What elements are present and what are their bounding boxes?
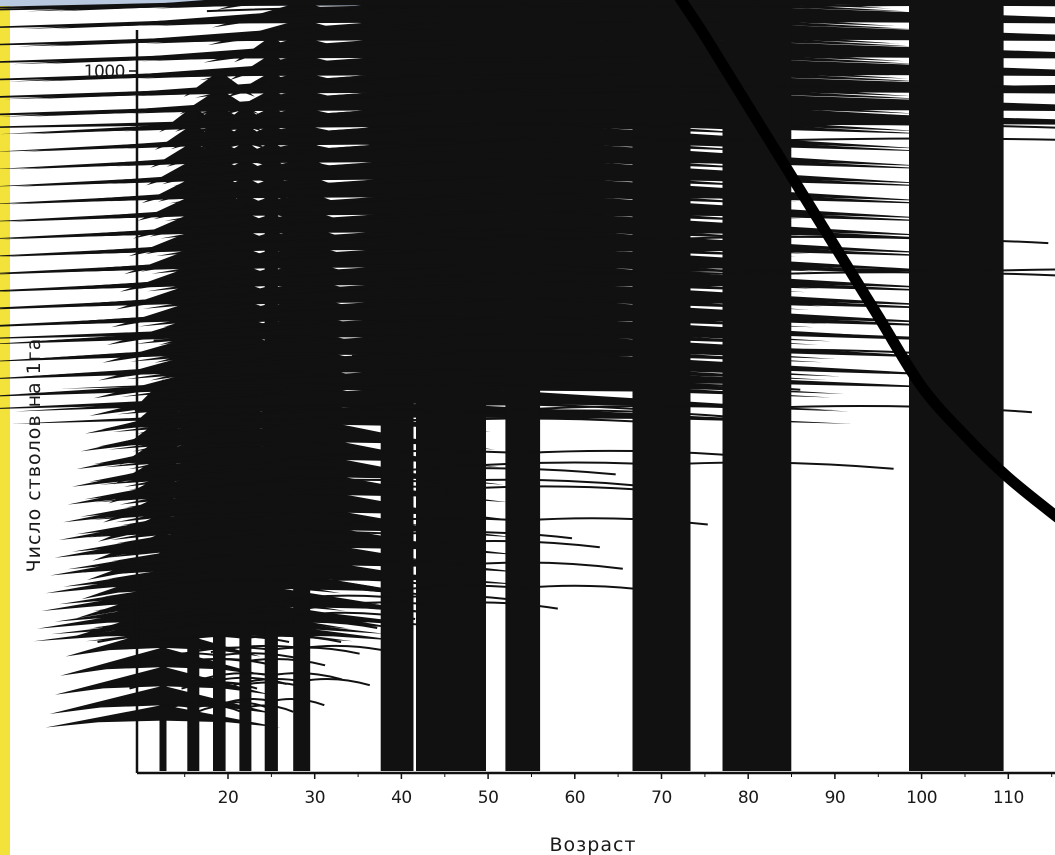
y-axis-title: Число стволов на 1га xyxy=(23,338,45,573)
x-tick-label: 60 xyxy=(564,788,585,808)
y-tick-label: 1000 xyxy=(84,62,125,82)
x-tick-label: 30 xyxy=(304,788,325,808)
x-axis-title: Возраст xyxy=(550,834,637,855)
x-tick-label: 40 xyxy=(391,788,412,808)
x-tick-label: 80 xyxy=(738,788,759,808)
trees-layer xyxy=(0,0,1055,771)
x-tick-label: 70 xyxy=(651,788,672,808)
x-tick-label: 50 xyxy=(478,788,499,808)
x-tick-label: 110 xyxy=(993,788,1024,808)
x-tick-label: 20 xyxy=(218,788,239,808)
x-tick-label: 90 xyxy=(825,788,846,808)
x-tick-label: 100 xyxy=(906,788,937,808)
frame-left-strip xyxy=(0,0,10,855)
